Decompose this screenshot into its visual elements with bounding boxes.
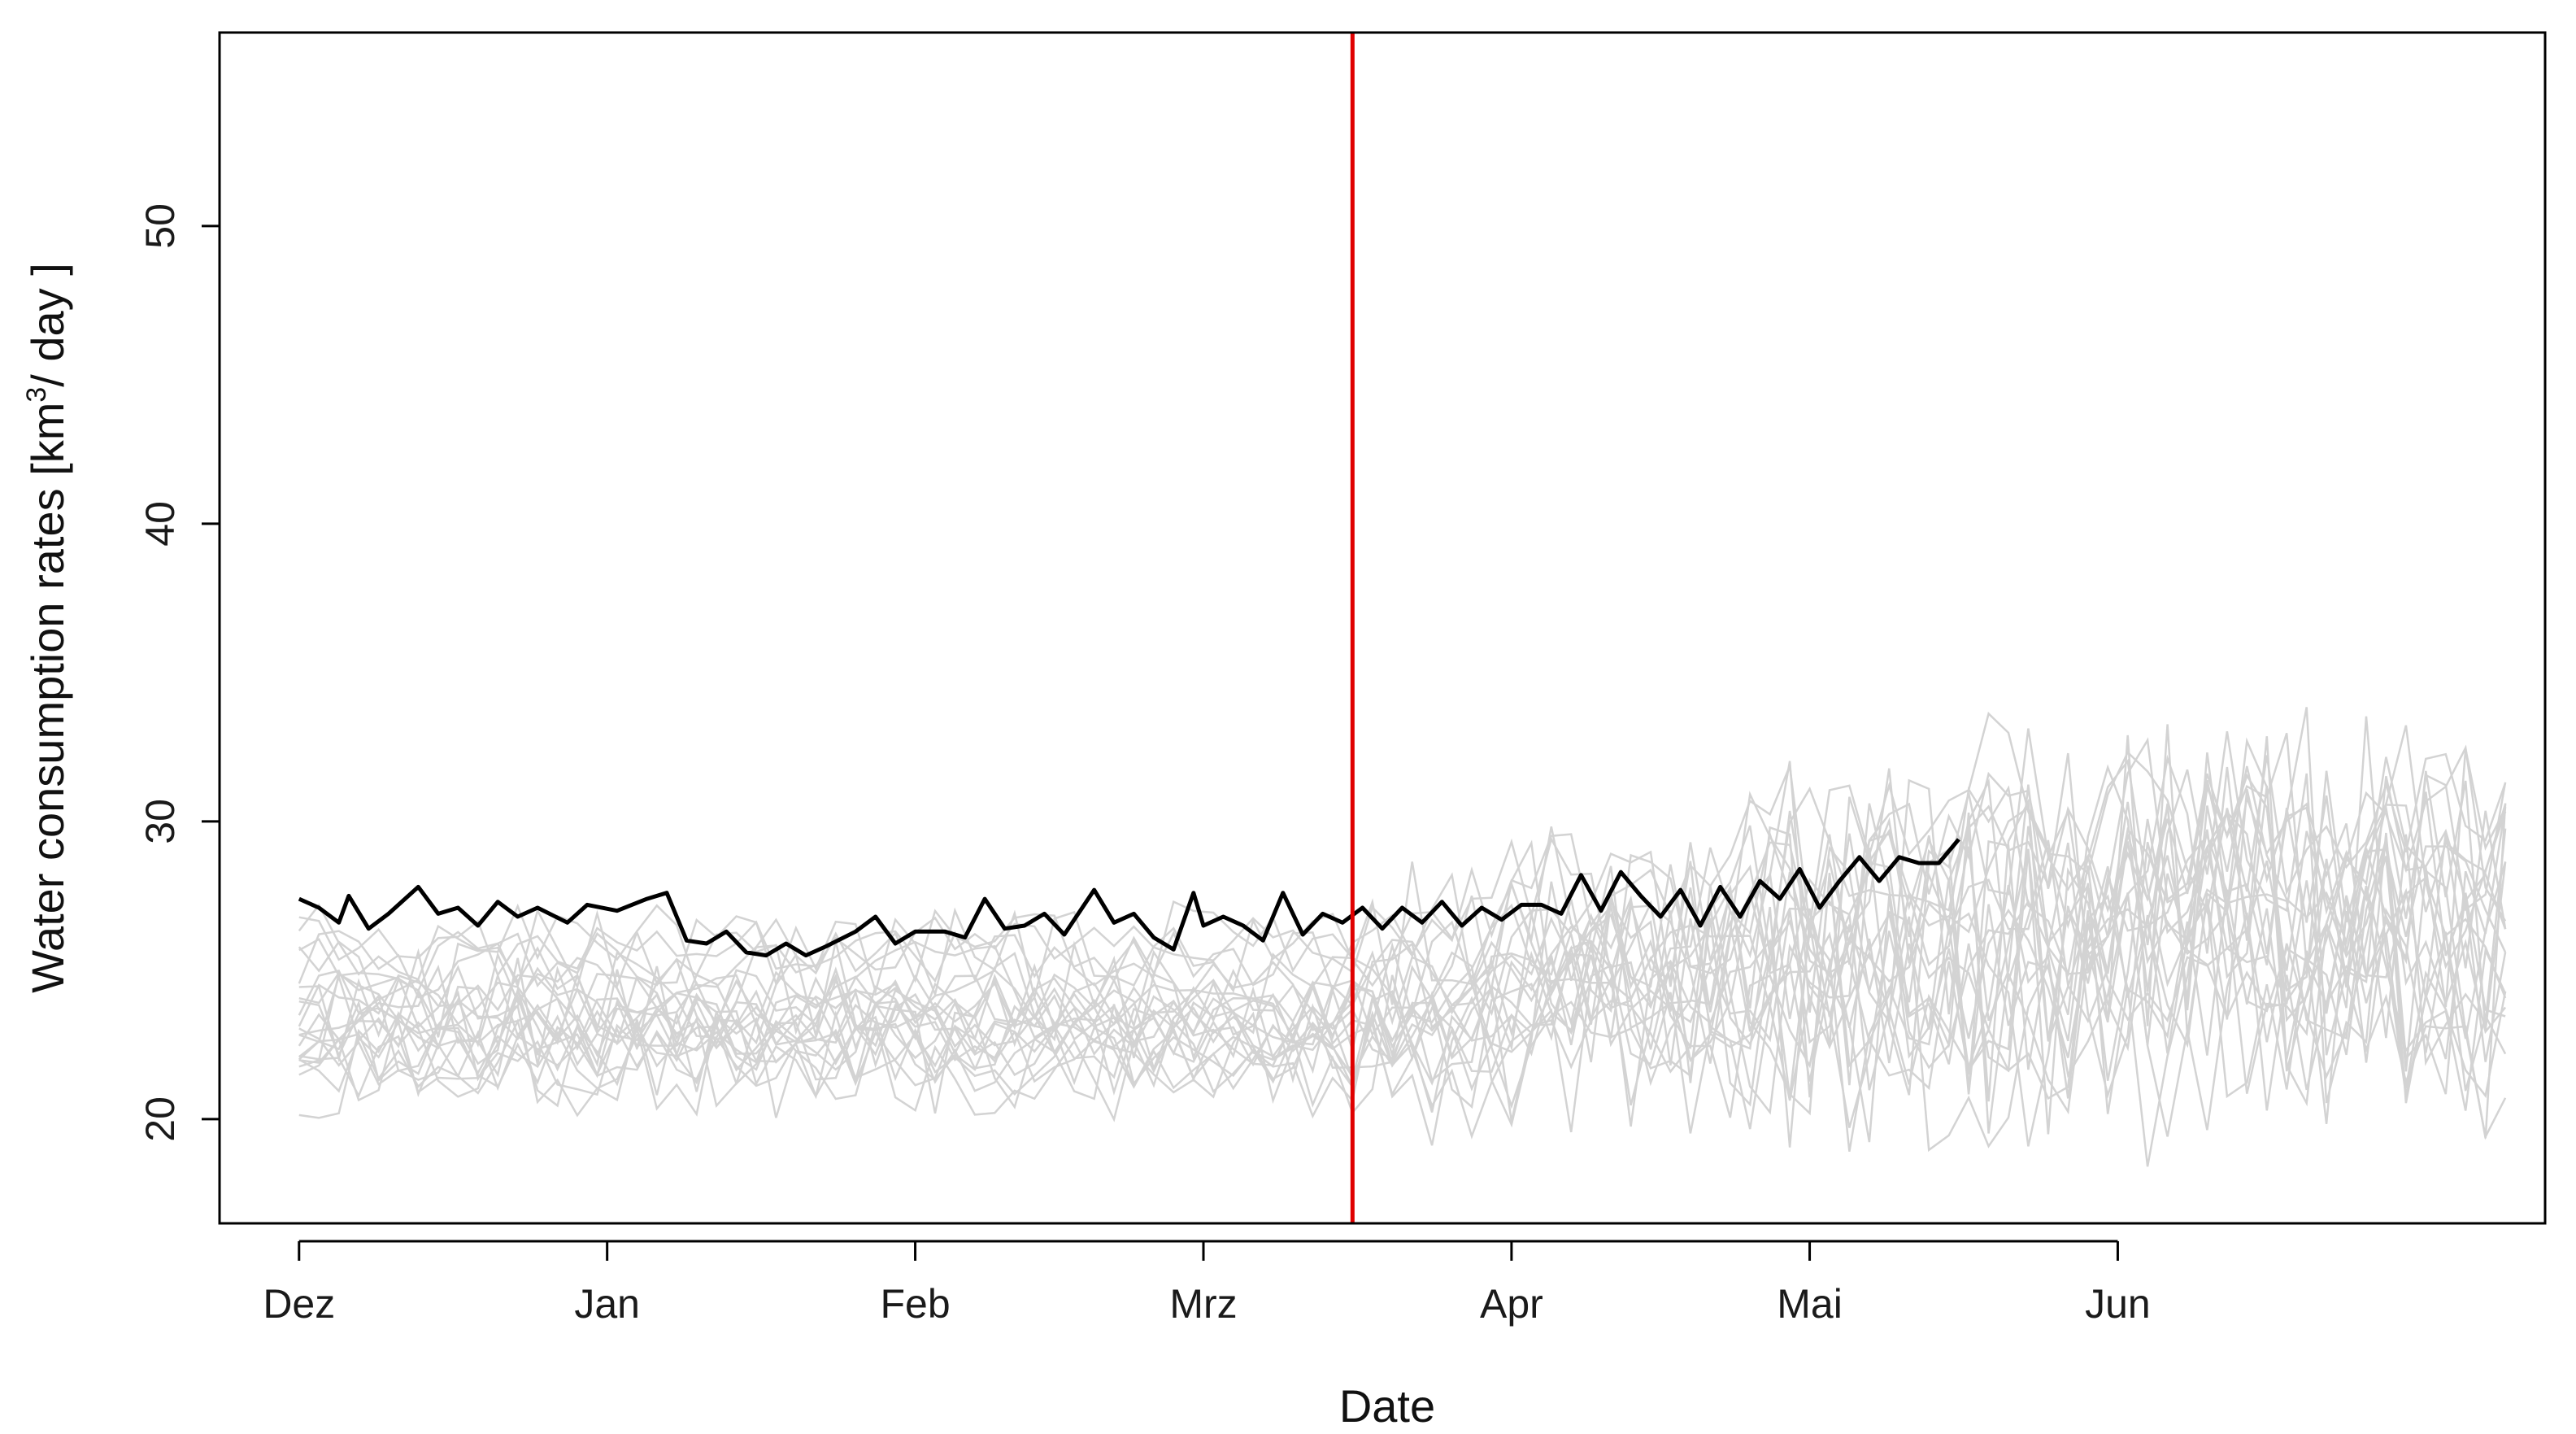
ensemble-line bbox=[298, 733, 2507, 1050]
main-series-line bbox=[298, 838, 1960, 958]
x-tick-label: Dez bbox=[263, 1281, 335, 1327]
ensemble-line bbox=[298, 728, 2507, 1074]
ensemble-line bbox=[298, 707, 2507, 1128]
ensemble-line bbox=[298, 858, 2507, 1153]
x-tick-label: Apr bbox=[1480, 1281, 1543, 1327]
plot-frame bbox=[218, 31, 2547, 1225]
ensemble-line bbox=[298, 765, 2507, 1027]
y-axis-title: Water consumption rates [km3/ day ] bbox=[21, 263, 73, 993]
y-tick-label: 20 bbox=[137, 1096, 183, 1142]
x-tick-label: Feb bbox=[880, 1281, 950, 1327]
x-tick-label: Jun bbox=[2085, 1281, 2151, 1327]
y-tick-label: 50 bbox=[137, 203, 183, 249]
ensemble-line bbox=[298, 884, 2507, 1124]
x-axis-title: Date bbox=[1339, 1380, 1435, 1432]
ensemble-line bbox=[298, 785, 2507, 1067]
ensemble-lines bbox=[298, 707, 2507, 1167]
y-tick-label: 30 bbox=[137, 799, 183, 844]
y-axis-title-prefix: Water consumption rates [km bbox=[22, 403, 73, 993]
ensemble-line bbox=[298, 785, 2507, 1122]
main-series bbox=[298, 838, 1960, 958]
x-axis: Dez Jan Feb Mrz Apr Mai Jun bbox=[263, 1240, 2151, 1327]
ensemble-line bbox=[298, 725, 2507, 1062]
ensemble-line bbox=[298, 803, 2507, 1167]
x-tick-label: Mrz bbox=[1169, 1281, 1237, 1327]
y-axis-title-suffix: / day ] bbox=[22, 263, 73, 387]
x-tick-label: Jan bbox=[574, 1281, 640, 1327]
y-tick-label: 40 bbox=[137, 501, 183, 547]
y-axis: 20 30 40 50 bbox=[137, 203, 220, 1142]
x-tick-label: Mai bbox=[1777, 1281, 1843, 1327]
ensemble-line bbox=[298, 839, 2507, 1097]
ensemble-line bbox=[298, 893, 2507, 1153]
ensemble-line bbox=[298, 770, 2507, 1045]
y-axis-title-superscript: 3 bbox=[21, 387, 52, 403]
